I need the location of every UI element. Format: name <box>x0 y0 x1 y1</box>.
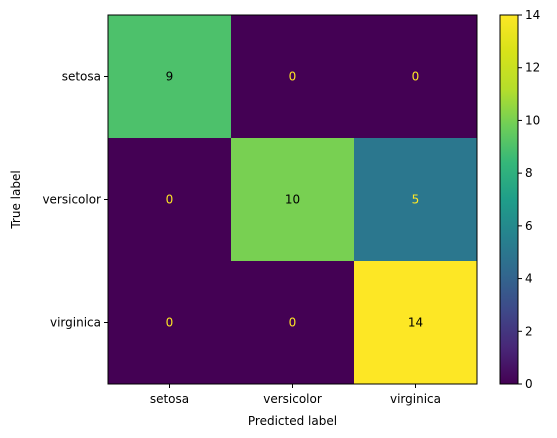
colorbar-tick-label: 10 <box>525 113 540 127</box>
colorbar-tick-label: 14 <box>525 8 540 22</box>
cell-value: 10 <box>285 193 300 207</box>
heatmap-cell <box>231 138 355 262</box>
x-axis: setosa versicolor virginica <box>150 384 441 406</box>
x-tick-label: setosa <box>150 392 189 406</box>
heatmap-cell <box>354 138 478 262</box>
heatmap-cell <box>108 261 232 385</box>
cell-value: 0 <box>289 70 297 84</box>
y-axis-label: True label <box>9 170 23 229</box>
colorbar-tick-label: 6 <box>525 219 533 233</box>
y-tick-label: virginica <box>50 316 101 330</box>
x-tick-label: virginica <box>390 392 441 406</box>
cell-value: 0 <box>166 193 174 207</box>
y-axis: setosa versicolor virginica <box>42 70 108 330</box>
colorbar-tick-label: 0 <box>525 377 533 391</box>
x-axis-label: Predicted label <box>248 414 337 428</box>
heatmap-cell <box>354 261 478 385</box>
cell-value: 9 <box>166 70 174 84</box>
cell-value: 0 <box>412 70 420 84</box>
y-tick-label: setosa <box>62 70 101 84</box>
colorbar-ticks: 0 2 4 6 8 10 12 14 <box>518 8 540 391</box>
heatmap-cells <box>108 15 478 385</box>
heatmap-cell <box>231 261 355 385</box>
cell-value-labels: 9 0 0 0 10 5 0 0 14 <box>166 70 423 330</box>
heatmap-cell <box>108 138 232 262</box>
colorbar-tick-label: 12 <box>525 61 540 75</box>
heatmap-cell <box>108 15 232 139</box>
x-tick-label: versicolor <box>263 392 322 406</box>
cell-value: 0 <box>289 316 297 330</box>
heatmap-cell <box>354 15 478 139</box>
colorbar-tick-label: 8 <box>525 166 533 180</box>
y-tick-label: versicolor <box>42 193 101 207</box>
cell-value: 14 <box>408 316 423 330</box>
cell-value: 5 <box>412 193 420 207</box>
colorbar-tick-label: 4 <box>525 272 533 286</box>
colorbar-tick-label: 2 <box>525 324 533 338</box>
colorbar <box>499 14 519 385</box>
cell-value: 0 <box>166 316 174 330</box>
heatmap-cell <box>231 15 355 139</box>
